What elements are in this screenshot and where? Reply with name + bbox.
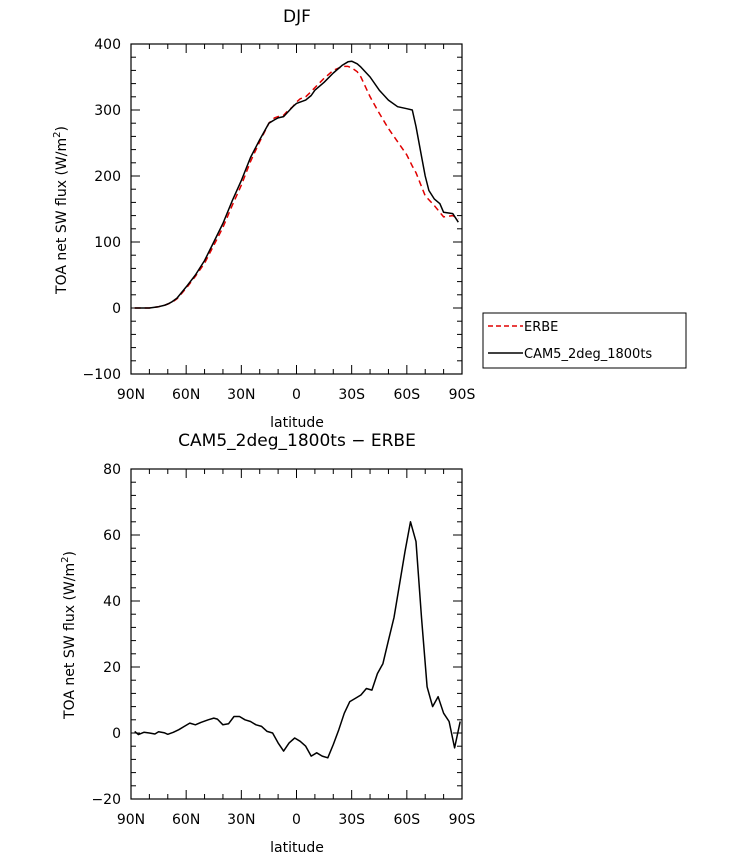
series-line-cam5-2deg-1800ts-erbe [134,521,461,759]
x-tick-label: 0 [292,387,301,403]
panel-djf: DJF latitude TOA net SW flux (W/m2) 90N 6… [52,7,687,431]
plot-frame [130,43,463,375]
y-axis-label-sup: 2 [60,557,71,563]
x-tick-label: 60N [172,387,200,403]
x-tick-label: 60N [172,812,200,828]
x-tick-label: 60S [393,387,420,403]
x-tick-label: 90S [449,387,476,403]
y-tick-label: −20 [91,792,121,808]
y-tick-label: 60 [103,528,121,544]
y-axis-label: TOA net SW flux (W/m2) [52,126,70,295]
chart-title: DJF [283,7,311,27]
y-axis-label-close: ) [54,126,70,131]
y-tick-label: 100 [94,235,121,251]
x-axis-label: latitude [270,840,324,856]
y-tick-label: 40 [103,594,121,610]
legend: ERBE CAM5_2deg_1800ts [482,312,687,369]
series-line-cam5-2deg-1800ts [134,60,459,309]
y-tick-label: 400 [94,37,121,53]
y-tick-label: 80 [103,462,121,478]
x-tick-label: 90N [117,387,145,403]
y-axis-label-sup: 2 [52,132,63,138]
y-tick-label: 20 [103,660,121,676]
x-tick-label: 30S [338,812,365,828]
y-axis-label-main: TOA net SW flux (W/m [54,138,70,295]
x-tick-label: 30N [227,812,255,828]
legend-box [482,312,687,369]
y-tick-label: 0 [112,301,121,317]
y-axis-label-main: TOA net SW flux (W/m [62,563,78,720]
y-tick-label: 300 [94,103,121,119]
x-tick-label: 30N [227,387,255,403]
x-tick-label: 30S [338,387,365,403]
y-tick-label: −100 [83,367,121,383]
x-tick-label: 90N [117,812,145,828]
x-tick-label: 90S [449,812,476,828]
y-axis-label: TOA net SW flux (W/m2) [60,551,78,720]
legend-label-cam5: CAM5_2deg_1800ts [524,347,652,362]
y-tick-label: 200 [94,169,121,185]
panel-difference: CAM5_2deg_1800ts − ERBE latitude TOA net… [60,431,475,856]
chart-title: CAM5_2deg_1800ts − ERBE [178,431,416,451]
y-axis-label-close: ) [62,551,78,556]
x-tick-label: 60S [393,812,420,828]
plot-frame [130,468,463,800]
legend-label-erbe: ERBE [524,320,558,335]
x-axis-label: latitude [270,415,324,431]
x-tick-label: 0 [292,812,301,828]
y-tick-label: 0 [112,726,121,742]
